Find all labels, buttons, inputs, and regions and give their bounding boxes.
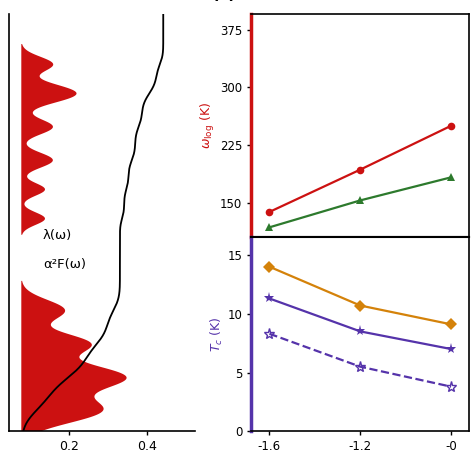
Text: (c): (c) xyxy=(212,0,237,3)
Text: λ(ω): λ(ω) xyxy=(43,229,72,242)
Y-axis label: $T_c$ (K): $T_c$ (K) xyxy=(209,317,225,352)
Text: α²F(ω): α²F(ω) xyxy=(43,258,86,271)
Y-axis label: $\omega_{\rm log}$ (K): $\omega_{\rm log}$ (K) xyxy=(199,102,217,149)
